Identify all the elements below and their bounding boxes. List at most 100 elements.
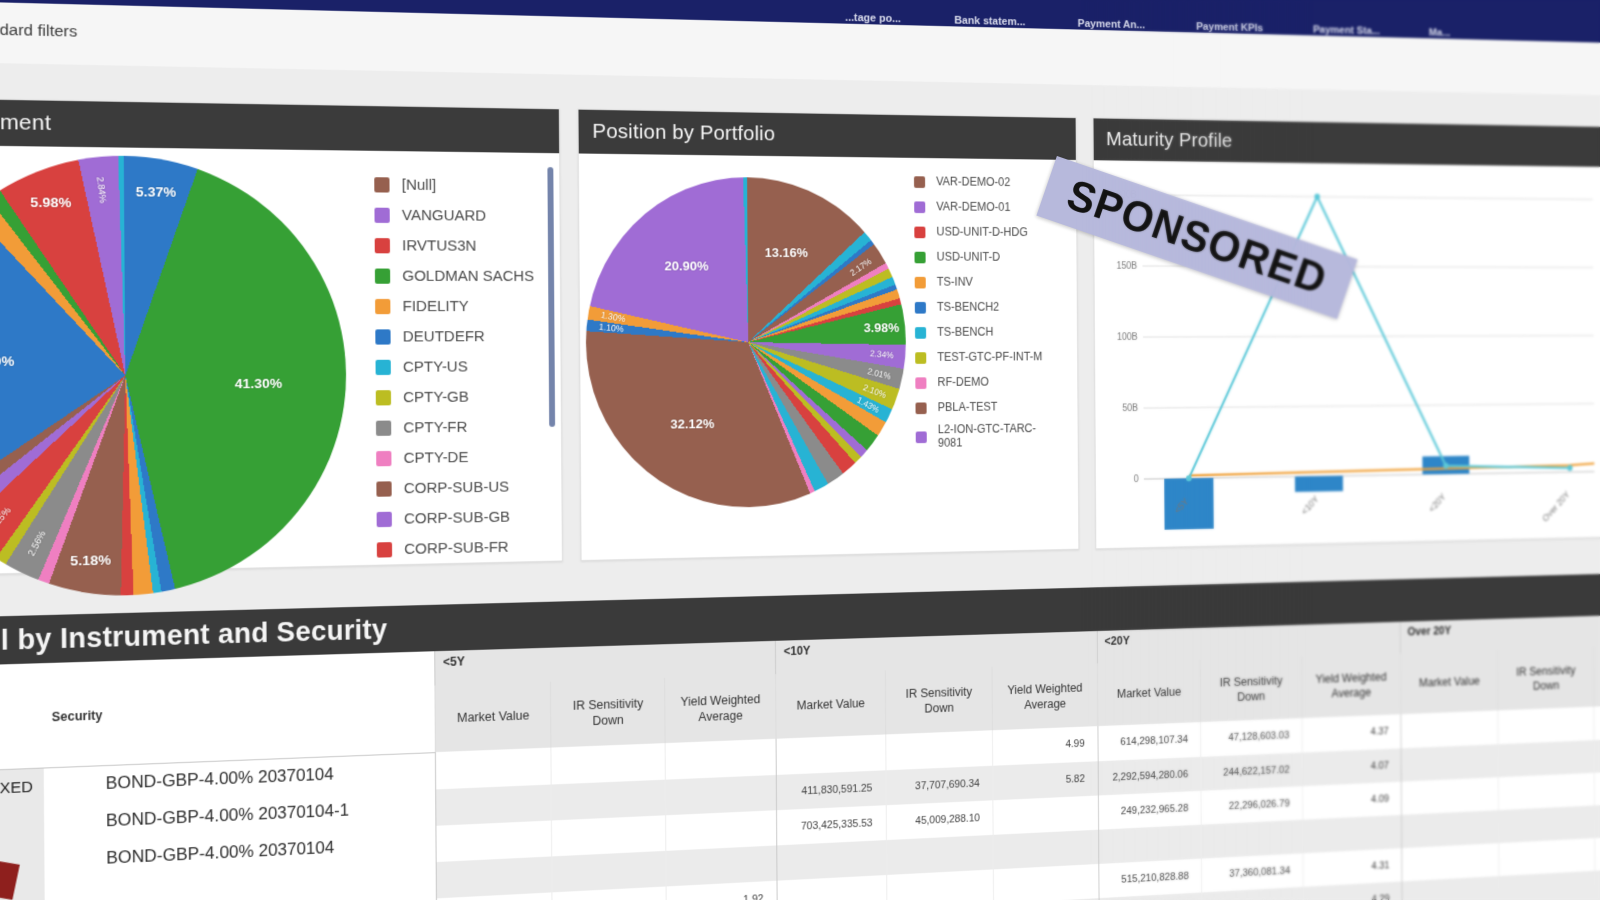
- portfolio-legend-item[interactable]: VAR-DEMO-01: [914, 195, 1058, 221]
- pie-slice-label: 2.34%: [869, 348, 895, 361]
- portfolio-legend-item[interactable]: L2-ION-GTC-TARC-9081: [915, 419, 1060, 453]
- panel-title: Position by Portfolio: [592, 119, 776, 146]
- portfolio-legend-item[interactable]: USD-UNIT-D-HDG: [914, 220, 1058, 246]
- maturity-bar[interactable]: [1294, 475, 1344, 492]
- column-header[interactable]: Market Value: [434, 681, 552, 753]
- cell-value: [551, 779, 666, 820]
- y-axis-tick-label: 0: [1134, 475, 1139, 485]
- cell-value: 37,360,081.34: [1201, 852, 1303, 893]
- cell-value: [1498, 772, 1595, 810]
- cell-value: [1498, 739, 1595, 777]
- legend-label: CPTY-FR: [403, 418, 468, 437]
- portfolio-pie-chart[interactable]: 13.16% 2.17% 3.98% 2.34% 2.01% 2.10% 1.43% 32.1…: [584, 175, 907, 511]
- legend-label: TS-BENCH: [937, 325, 994, 339]
- cell-value: [665, 844, 778, 886]
- cell-value: 614,298,107.34: [1097, 722, 1201, 761]
- cell-value: 4.07: [1301, 747, 1402, 786]
- legend-swatch: [374, 176, 390, 193]
- column-header[interactable]: IR Sensitivity Down: [1497, 646, 1594, 711]
- panel-body: 5.37% 41.30% 5.18% 2.56% 3.25% 22.90% 5.98% 2.8…: [0, 143, 562, 602]
- standard-filters-label[interactable]: Standard filters: [0, 20, 78, 41]
- portfolio-legend-item[interactable]: TS-BENCH2: [914, 295, 1059, 320]
- pie-slice-label: 2.84%: [95, 176, 110, 204]
- y-axis-tick-label: 100B: [1117, 332, 1138, 342]
- legend-label: USD-UNIT-D: [936, 249, 1001, 264]
- instrument-legend-item[interactable]: CPTY-FR: [375, 411, 537, 443]
- legend-swatch: [914, 251, 926, 264]
- cell-value: 2,292,594,280.06: [1097, 756, 1202, 796]
- column-header[interactable]: IR Sensitivity Down: [885, 666, 993, 735]
- legend-swatch: [375, 298, 391, 314]
- cell-value: [1401, 875, 1500, 900]
- instrument-legend-item[interactable]: [Null]: [374, 169, 535, 201]
- portfolio-legend-item[interactable]: USD-UNIT-D: [914, 245, 1058, 271]
- instrument-pie-chart[interactable]: 5.37% 41.30% 5.18% 2.56% 3.25% 22.90% 5.98% 2.8…: [0, 153, 348, 602]
- legend-label: CPTY-GB: [403, 388, 469, 406]
- instrument-legend-item[interactable]: CPTY-US: [375, 351, 536, 382]
- column-header[interactable]: IR Sensitivity Down: [1200, 656, 1302, 723]
- instrument-legend-item[interactable]: IRVTUS3N: [374, 230, 536, 261]
- column-header-security[interactable]: Security: [42, 651, 436, 768]
- portfolio-legend-item[interactable]: TS-BENCH: [914, 320, 1059, 345]
- column-header[interactable]: Market Value: [775, 670, 886, 739]
- pie-slice-label: 2.01%: [866, 366, 892, 382]
- legend-label: TS-BENCH2: [936, 300, 1000, 314]
- panel-position-by-portfolio: Position by Portfolio 13.16% 2.17% 3.98% 2.…: [577, 108, 1080, 562]
- cell-value: [886, 834, 994, 875]
- instrument-legend-item[interactable]: DEUTDEFR: [375, 321, 536, 352]
- instrument-legend-item[interactable]: CPTY-DE: [376, 441, 537, 473]
- column-header[interactable]: Yield Weighted Average: [1301, 653, 1401, 719]
- legend-label: VAR-DEMO-02: [936, 174, 1011, 189]
- legend-swatch: [913, 176, 926, 188]
- cell-value: [1401, 776, 1499, 815]
- column-header[interactable]: Yield Weighted Average: [1593, 643, 1600, 707]
- legend-label: CORP-SUB-FR: [404, 538, 509, 558]
- legend-swatch: [914, 327, 927, 339]
- legend-label: RF-DEMO: [937, 375, 989, 389]
- cell-value: [435, 747, 552, 789]
- legend-swatch: [376, 541, 393, 558]
- column-header[interactable]: Yield Weighted Average: [664, 674, 777, 744]
- cell-value: 249,232,965.28: [1098, 790, 1202, 830]
- portfolio-legend-item[interactable]: TS-INV: [914, 270, 1059, 295]
- legend-label: CORP-SUB-US: [403, 477, 510, 497]
- gridline: [1143, 404, 1594, 408]
- column-header[interactable]: Market Value: [1097, 659, 1201, 727]
- column-header[interactable]: Market Value: [1400, 649, 1499, 715]
- column-header-instrument[interactable]: Instrument: [0, 663, 44, 777]
- portfolio-legend-item[interactable]: RF-DEMO: [915, 370, 1059, 396]
- legend-swatch: [914, 301, 926, 314]
- cell-value: [665, 809, 777, 851]
- instrument-legend-item[interactable]: GOLDMAN SACHS: [374, 260, 536, 291]
- instrument-legend-item[interactable]: VANGUARD: [374, 200, 535, 231]
- legend-swatch: [375, 420, 392, 436]
- cell-value: 4.09: [1302, 781, 1402, 820]
- instrument-legend-item[interactable]: CORP-SUB-FR: [376, 531, 538, 565]
- instrument-legend-item[interactable]: CORP-SUB-GB: [376, 501, 538, 534]
- panel-maturity-profile: Maturity Profile 050B100B150B200B<5Y<10Y…: [1092, 117, 1600, 550]
- portfolio-legend-item[interactable]: VAR-DEMO-02: [913, 169, 1058, 196]
- instrument-legend-item[interactable]: CORP-SUB-US: [376, 471, 537, 504]
- x-axis-tick-label: Over 20Y: [1541, 490, 1572, 525]
- cell-value: 411,830,591.25: [776, 769, 886, 810]
- column-header[interactable]: IR Sensitivity Down: [550, 677, 665, 748]
- cell-value: [551, 814, 666, 856]
- legend-label: DEUTDEFR: [402, 327, 485, 346]
- pie-slice-label: 22.90%: [0, 352, 15, 369]
- panel-body: 13.16% 2.17% 3.98% 2.34% 2.01% 2.10% 1.43% 32.1…: [579, 154, 1079, 561]
- legend-scrollbar[interactable]: [547, 167, 556, 427]
- cell-value: [1401, 809, 1500, 848]
- instrument-legend-item[interactable]: CPTY-GB: [375, 381, 537, 413]
- instrument-legend-item[interactable]: FIDELITY: [375, 291, 536, 321]
- legend-swatch: [375, 328, 391, 345]
- legend-swatch: [376, 450, 392, 466]
- nav-tab-6[interactable]: Ma...: [1428, 27, 1451, 39]
- cell-value: [1593, 702, 1600, 740]
- gridline: [1142, 195, 1593, 199]
- cell-value: 4.37: [1301, 714, 1402, 753]
- portfolio-legend-item[interactable]: PBLA-TEST: [915, 395, 1059, 421]
- portfolio-legend-item[interactable]: TEST-GTC-PF-INT-M: [915, 345, 1059, 371]
- column-header[interactable]: Yield Weighted Average: [992, 663, 1098, 731]
